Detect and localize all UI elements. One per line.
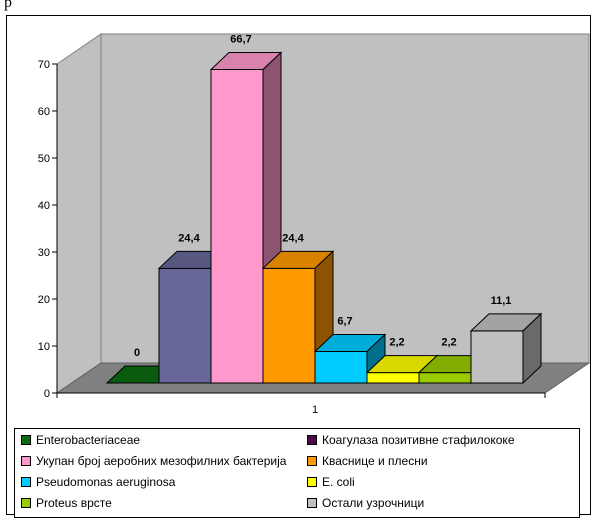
legend-swatch [21, 477, 31, 487]
legend-item: Коагулаза позитивне стафилококе [307, 432, 515, 448]
bar-front [314, 351, 368, 384]
x-axis: 1 [56, 392, 546, 416]
bar-front [366, 372, 420, 384]
legend-label: E. coli [322, 475, 355, 489]
document-strip: р [0, 0, 599, 18]
x-tick-label: 1 [312, 404, 318, 416]
data-label: 2,2 [441, 337, 456, 349]
legend-label: Enterobacteriaceae [36, 433, 141, 447]
y-tick-label: 0 [44, 388, 50, 400]
data-label: 11,1 [491, 295, 512, 307]
legend-item: Укупан број аеробних мезофилних бактериј… [21, 453, 286, 469]
bar [261, 250, 335, 385]
legend-item: Остали узрочници [307, 495, 424, 511]
legend-label: Proteus врсте [36, 496, 112, 510]
legend-label: Коагулаза позитивне стафилококе [322, 433, 515, 447]
bar-front [158, 267, 212, 384]
y-tick-label: 60 [38, 106, 50, 118]
legend-swatch [21, 456, 31, 466]
bars [105, 51, 543, 385]
legend-item: Enterobacteriaceae [21, 432, 140, 448]
legend-item: Pseudomonas aeruginosa [21, 474, 175, 490]
legend-label: Pseudomonas aeruginosa [36, 475, 176, 489]
legend-item: Кваснице и плесни [307, 453, 428, 469]
data-label: 24,4 [282, 232, 304, 244]
bar-front [210, 69, 264, 384]
data-label: 6,7 [337, 316, 352, 328]
legend: Enterobacteriaceae Коагулаза позитивне ст… [14, 428, 580, 518]
legend-item: Proteus врсте [21, 495, 112, 511]
legend-label: Укупан број аеробних мезофилних бактериј… [36, 454, 287, 468]
legend-swatch [307, 435, 317, 445]
legend-swatch [307, 498, 317, 508]
bar-side [522, 312, 542, 385]
data-label: 66,7 [230, 34, 251, 46]
side-wall [56, 33, 102, 394]
y-axis: 0 10 20 30 40 50 60 70 [38, 59, 58, 400]
y-tick-label: 50 [38, 153, 50, 165]
data-label: 2,2 [389, 337, 404, 349]
data-label: 0 [134, 347, 140, 359]
legend-swatch [307, 456, 317, 466]
bar-front [470, 330, 524, 384]
legend-label: Остали узрочници [322, 496, 425, 510]
legend-label: Кваснице и плесни [322, 454, 428, 468]
data-labels: 0 24,4 66,7 24,4 6,7 2,2 2,2 11,1 [134, 34, 511, 359]
y-tick-label: 40 [38, 200, 50, 212]
legend-swatch [21, 435, 31, 445]
y-tick-label: 20 [38, 294, 50, 306]
bar-front [418, 372, 472, 384]
legend-swatch [307, 477, 317, 487]
bar [313, 333, 387, 385]
bar [469, 312, 543, 385]
data-label: 24,4 [178, 232, 200, 244]
legend-swatch [21, 498, 31, 508]
y-tick-label: 30 [38, 247, 50, 259]
y-tick-label: 70 [38, 59, 50, 71]
y-tick-label: 10 [38, 341, 50, 353]
legend-item: E. coli [307, 474, 355, 490]
bar-front [262, 267, 316, 384]
document-text-fragment: р [4, 0, 12, 11]
